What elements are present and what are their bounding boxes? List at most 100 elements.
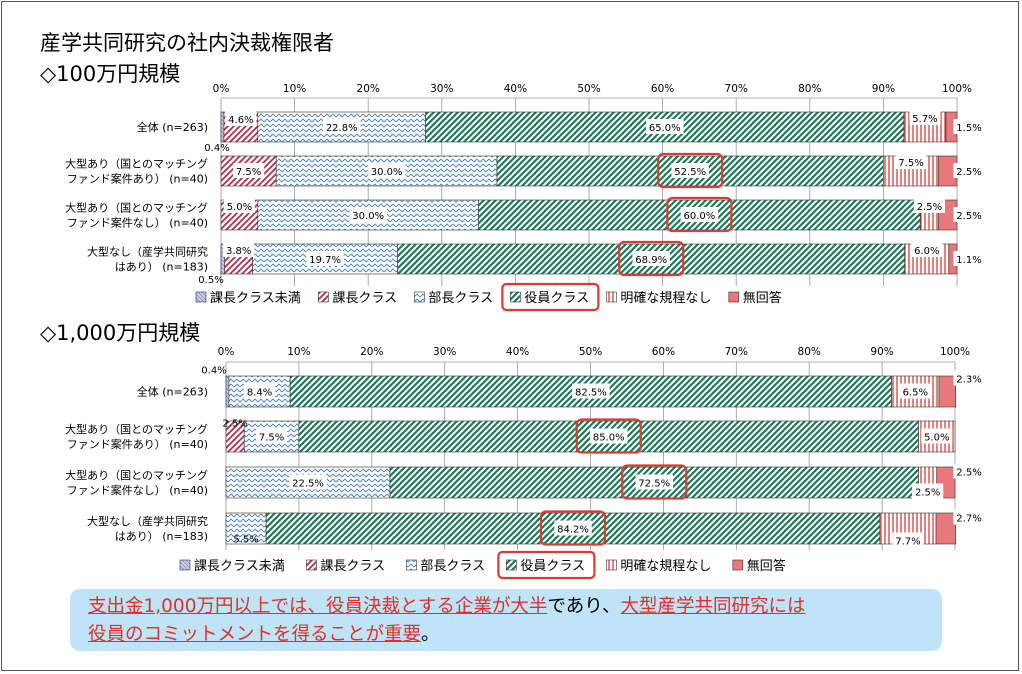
legend-item-label: 課長クラス未満 — [210, 290, 301, 306]
data-label: 7.5% — [898, 158, 923, 169]
data-label-bg — [671, 163, 709, 178]
data-label: 5.0% — [924, 433, 949, 444]
category-label: はあり） (n=183) — [115, 261, 208, 274]
x-tick-label: 0% — [213, 83, 230, 95]
data-label-bg — [912, 483, 944, 499]
data-label-bg — [909, 110, 941, 125]
category-label: 大型あり（国とのマッチング — [65, 201, 208, 215]
data-label-bg — [225, 111, 257, 126]
legend-swatch — [179, 559, 191, 571]
data-label-bg — [306, 251, 344, 266]
x-tick-label: 90% — [872, 83, 895, 95]
category-label: 大型あり（国とのマッチング — [65, 157, 208, 171]
x-tick-label: 60% — [652, 346, 675, 358]
legend-swatch — [506, 559, 517, 571]
legend-highlight-box — [497, 550, 596, 580]
legend-item-label: 無回答 — [743, 290, 782, 306]
data-label: 4.6% — [228, 115, 253, 126]
data-label-bg — [953, 119, 985, 134]
category-label: ファンド案件あり） (n=40) — [67, 172, 208, 186]
data-label: 0.4% — [204, 143, 229, 154]
summary-line-1: 支出金1,000万円以上では、役員決裁とする企業が大半であり、大型産学共同研究に… — [88, 592, 806, 621]
data-label-bg — [289, 474, 327, 490]
data-label: 2.5% — [915, 488, 940, 499]
category-label: はあり） (n=183) — [115, 530, 208, 543]
x-tick-label: 50% — [577, 83, 600, 95]
legend-item-label: 課長クラス — [320, 558, 385, 574]
category-label: ファンド案件なし） (n=40) — [67, 483, 208, 497]
category-label: ファンド案件あり） (n=40) — [67, 437, 208, 451]
data-label-bg — [895, 154, 927, 169]
summary-callout: 支出金1,000万円以上では、役員決裁とする企業が大半であり、大型産学共同研究に… — [70, 589, 942, 651]
legend-swatch — [606, 291, 617, 303]
data-label: 7.5% — [236, 167, 261, 178]
data-label-bg — [322, 119, 361, 134]
data-label: 2.5% — [917, 202, 942, 213]
category-label: 大型なし（産学共同研究 — [87, 514, 208, 528]
data-label: 3.8% — [226, 246, 251, 257]
data-label-bg — [921, 428, 953, 444]
data-label: 0.5% — [198, 275, 223, 286]
legend-swatch — [318, 291, 329, 303]
x-tick-label: 0% — [218, 346, 235, 358]
data-label: 5.5% — [233, 535, 258, 546]
legend-swatch — [306, 559, 317, 571]
category-label: 全体 (n=263) — [137, 385, 208, 399]
data-label-bg — [233, 163, 265, 178]
chart1-subtitle: ◇100万円規模 — [40, 62, 181, 86]
highlight-box — [666, 196, 733, 233]
data-label-bg — [646, 119, 684, 134]
data-label: 22.5% — [292, 479, 324, 490]
bucho-segment — [225, 512, 267, 545]
category-label: 大型あり（国とのマッチング — [65, 468, 208, 482]
category-label: 大型あり（国とのマッチング — [65, 422, 208, 436]
lt-kacho-segment — [225, 375, 230, 408]
data-label: 82.5% — [575, 388, 607, 399]
legend-item-label: 役員クラス — [524, 291, 589, 306]
x-tick-label: 10% — [287, 346, 310, 358]
data-label-bg — [632, 251, 670, 266]
data-label-bg — [953, 370, 985, 386]
page-title: 産学共同研究の社内決裁権限者 — [40, 31, 334, 55]
data-label: 85.0% — [593, 433, 625, 444]
category-label: 全体 (n=263) — [137, 120, 208, 134]
legend-swatch — [732, 559, 744, 571]
legend-item-label: 無回答 — [747, 558, 786, 574]
legend-item-label: 課長クラス未満 — [194, 558, 285, 574]
data-label-bg — [953, 207, 985, 222]
data-label: 30.0% — [371, 167, 403, 178]
lt-kacho-segment — [220, 111, 225, 143]
data-label: 84.2% — [557, 525, 589, 536]
x-tick-label: 90% — [870, 346, 893, 358]
x-tick-label: 30% — [430, 83, 453, 95]
summary-segment: 支出金1,000万円以上では、役員決裁とする企業が大半 — [88, 596, 548, 617]
data-label: 1.1% — [956, 255, 981, 266]
chart2-subtitle: ◇1,000万円規模 — [40, 321, 201, 345]
data-label: 0.4% — [201, 366, 226, 377]
data-label: 7.5% — [259, 433, 284, 444]
category-label: 大型なし（産学共同研究 — [87, 245, 208, 259]
no-answer-segment — [938, 375, 957, 408]
legend-item-label: 課長クラス — [332, 290, 397, 306]
data-label-bg — [255, 428, 288, 444]
data-label-bg — [223, 242, 255, 257]
legend-swatch — [728, 291, 740, 303]
summary-line-2: 役員のコミットメントを得ることが重要。 — [88, 620, 440, 649]
data-label: 7.7% — [895, 537, 920, 548]
highlight-box — [618, 240, 685, 277]
legend-swatch — [414, 291, 425, 303]
summary-segment: であり、 — [547, 596, 621, 617]
data-label-bg — [223, 198, 255, 213]
x-tick-label: 100% — [940, 346, 970, 358]
x-tick-label: 30% — [433, 346, 456, 358]
data-label: 5.7% — [912, 114, 937, 125]
legend-swatch — [406, 559, 417, 571]
x-tick-label: 100% — [942, 83, 972, 95]
data-label: 6.0% — [914, 246, 939, 257]
data-label-bg — [589, 428, 628, 444]
legend-swatch — [510, 291, 521, 303]
highlight-box — [539, 510, 607, 546]
legend-item-label: 役員クラス — [520, 559, 585, 574]
data-label-bg — [913, 198, 945, 213]
